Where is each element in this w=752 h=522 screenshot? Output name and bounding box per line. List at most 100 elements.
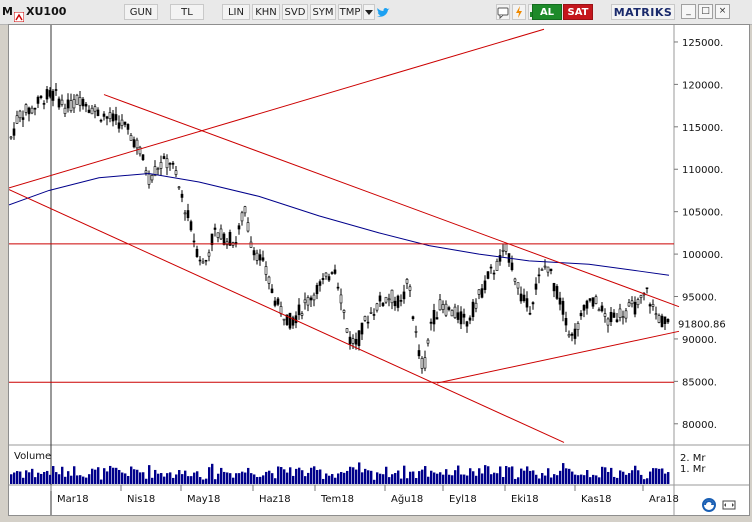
candle-body (465, 321, 469, 327)
volume-bar (520, 468, 523, 484)
candle-body (174, 170, 178, 175)
settings-icon[interactable] (701, 497, 717, 513)
currency-button[interactable]: TL (170, 4, 204, 20)
volume-bar (568, 468, 571, 484)
volume-bar (331, 474, 334, 484)
candle-body (534, 283, 538, 290)
x-tick-label: Eki18 (511, 494, 539, 505)
candle-body (354, 338, 358, 345)
volume-bar (616, 477, 619, 484)
candle-body (450, 310, 454, 317)
svd-button[interactable]: SVD (282, 4, 308, 20)
candle-body (663, 316, 667, 324)
candle-body (108, 112, 112, 120)
symbol-label[interactable]: XU100 (26, 5, 67, 18)
candle-body (585, 300, 589, 309)
candle-body (375, 303, 379, 311)
candle-body (384, 296, 388, 303)
candle-body (429, 321, 433, 324)
candle-body (138, 146, 142, 155)
candle-body (15, 115, 19, 124)
volume-bar (544, 475, 547, 484)
x-tick-label: Eyl18 (449, 494, 477, 505)
chat-icon[interactable] (496, 4, 510, 20)
volume-bar (91, 468, 94, 484)
candle-body (75, 94, 79, 105)
khn-button[interactable]: KHN (252, 4, 280, 20)
candle-body (666, 318, 670, 323)
candle-body (432, 309, 436, 325)
volume-bar (241, 471, 244, 484)
candle-body (588, 298, 592, 301)
candle-body (660, 315, 664, 328)
volume-bar (538, 478, 541, 484)
candle-body (177, 186, 181, 189)
volume-bar (316, 469, 319, 484)
volume-bar (436, 473, 439, 484)
price-chart[interactable]: 125000. 120000. 115000. 110000. 105000. 10000… (8, 25, 749, 515)
volume-bar (556, 475, 559, 484)
close-button[interactable]: × (715, 4, 730, 19)
chart-panel[interactable]: 125000. 120000. 115000. 110000. 105000. 10000… (8, 24, 750, 516)
last-price-label: 91800.86 (678, 320, 726, 331)
period-button[interactable]: GUN (124, 4, 158, 20)
candle-body (525, 298, 529, 308)
y-tick-label: 115000. (682, 123, 723, 134)
volume-bar (64, 476, 67, 484)
volume-bar (469, 468, 472, 484)
candle-body (141, 154, 145, 161)
volume-bar (574, 474, 577, 484)
candle-body (492, 272, 496, 275)
y-tick-label: 80000. (682, 420, 717, 431)
volume-bar (376, 472, 379, 484)
volume-bar (463, 474, 466, 484)
volume-bar (361, 472, 364, 484)
candle-body (324, 272, 328, 277)
minimize-button[interactable]: _ (681, 4, 696, 19)
volume-bar (511, 466, 514, 484)
candle-body (345, 328, 349, 333)
volume-bar (565, 468, 568, 484)
volume-bar (79, 475, 82, 484)
volume-bar (166, 473, 169, 484)
candle-body (606, 318, 610, 326)
chevron-down-icon[interactable] (363, 4, 375, 20)
volume-bar (385, 466, 388, 484)
candle-body (9, 136, 13, 139)
volume-bar (19, 471, 22, 484)
y-tick-label: 105000. (682, 208, 723, 219)
candle-body (258, 254, 262, 261)
volume-bar (298, 467, 301, 484)
candle-body (204, 259, 208, 262)
candle-body (39, 95, 43, 99)
candle-body (90, 107, 94, 115)
candle-body (132, 139, 136, 148)
volume-bar (451, 475, 454, 484)
volume-bar (439, 472, 442, 484)
candle-body (297, 304, 301, 316)
twitter-icon[interactable] (376, 5, 390, 19)
volume-bar (484, 465, 487, 484)
scroll-icon[interactable] (721, 497, 737, 513)
x-tick-label: Ara18 (649, 494, 679, 505)
candle-body (276, 298, 280, 305)
maximize-button[interactable]: □ (698, 4, 713, 19)
volume-bar (307, 472, 310, 484)
candle-body (150, 175, 154, 181)
candle-body (561, 301, 565, 315)
volume-bar (178, 470, 181, 484)
volume-bar (25, 470, 28, 484)
sell-button[interactable]: SAT (563, 4, 593, 20)
candle-body (423, 357, 427, 369)
candle-body (93, 106, 97, 112)
volume-bar (43, 471, 46, 484)
sym-button[interactable]: SYM (310, 4, 336, 20)
candle-body (483, 280, 487, 290)
volume-bar (112, 467, 115, 484)
refresh-icon[interactable] (512, 4, 526, 20)
candle-body (456, 312, 460, 320)
tmp-button[interactable]: TMP (338, 4, 362, 20)
buy-button[interactable]: AL (532, 4, 562, 20)
volume-bar (394, 473, 397, 484)
scale-button[interactable]: LIN (222, 4, 250, 20)
